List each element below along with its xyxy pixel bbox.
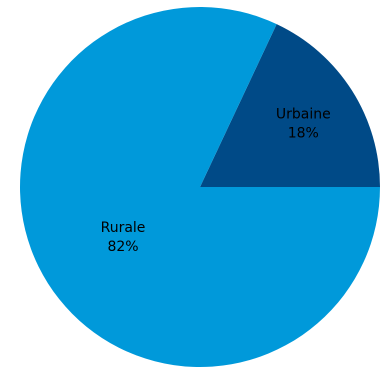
pie-slice-rurale <box>20 6 381 367</box>
slice-category-label-rurale: Rurale <box>101 220 146 236</box>
slice-value-label-rurale: 82% <box>107 239 138 255</box>
slice-category-label-urbaine: Urbaine <box>276 106 331 122</box>
pie-slice-urbaine <box>200 24 380 187</box>
pie-slices <box>20 6 381 367</box>
slice-value-label-urbaine: 18% <box>288 125 319 141</box>
pie-labels: Urbaine 18% Rurale 82% <box>101 106 331 255</box>
